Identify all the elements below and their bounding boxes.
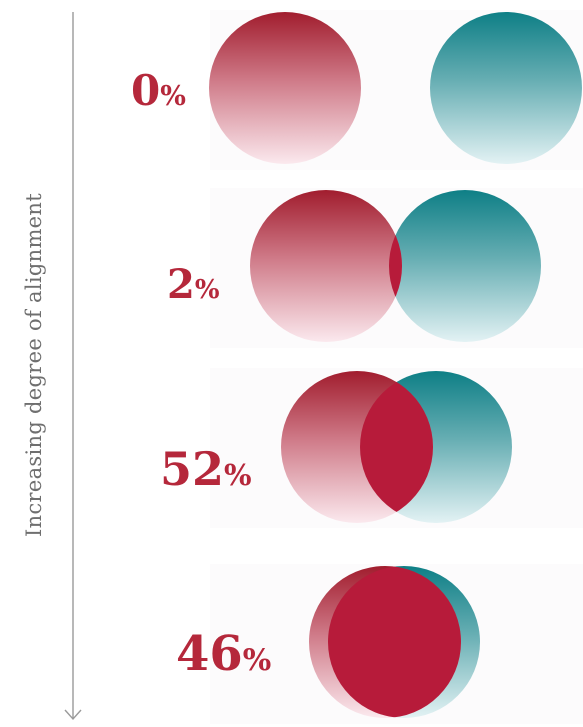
right-circle [430, 12, 582, 164]
row-3-value: 52 [160, 442, 224, 496]
right-circle [389, 190, 541, 342]
row-4-venn [309, 566, 480, 718]
row-2-venn [250, 190, 541, 342]
row-4-unit: % [243, 643, 272, 678]
row-2-unit: % [195, 275, 220, 305]
overlap-region [360, 371, 433, 523]
row-4-percentage: 46% [176, 626, 271, 682]
overlap-region [328, 566, 461, 718]
row-1-unit: % [160, 81, 186, 112]
row-2-value: 2 [167, 261, 195, 308]
row-1-percentage: 0% [131, 66, 186, 115]
axis-arrow [64, 12, 82, 721]
row-2-percentage: 2% [167, 261, 220, 308]
row-3-venn [281, 371, 512, 523]
row-3-percentage: 52% [160, 442, 252, 496]
row-1-venn [209, 12, 582, 164]
row-1-value: 0 [131, 66, 160, 115]
row-4-value: 46 [176, 626, 243, 682]
axis-label: Increasing degree of alignment [22, 193, 46, 537]
left-circle [250, 190, 402, 342]
left-circle [209, 12, 361, 164]
row-3-unit: % [224, 458, 252, 492]
